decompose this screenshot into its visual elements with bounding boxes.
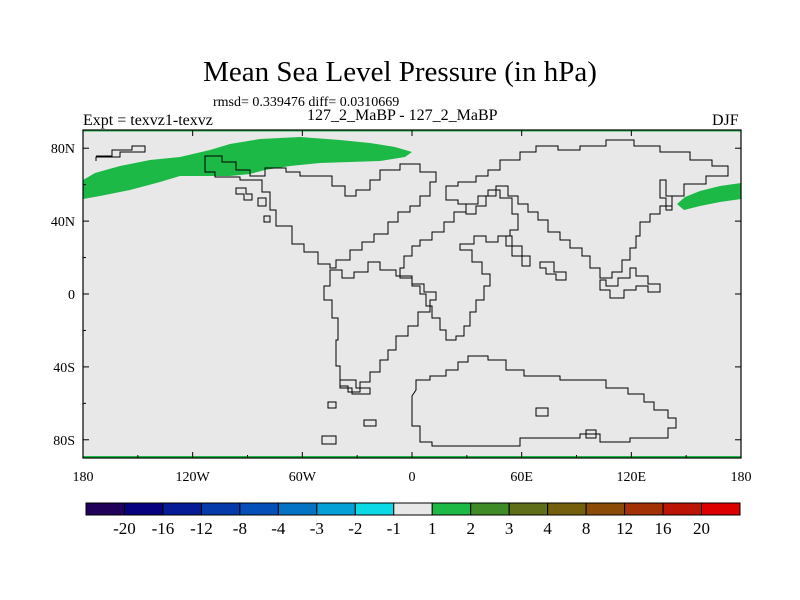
- colorbar-label: -8: [233, 519, 247, 538]
- colorbar-label: 2: [466, 519, 475, 538]
- coastline-europe-africa: [399, 189, 519, 341]
- y-tick-label: 80S: [53, 434, 75, 449]
- colorbar-box: [239, 502, 279, 516]
- colorbar-box: [624, 502, 664, 516]
- colorbar-box: [200, 502, 241, 516]
- shaded-regions: [83, 137, 741, 210]
- colorbar-box: [701, 502, 741, 516]
- shaded-region-pacific-patch: [677, 183, 741, 210]
- colorbar-label: 3: [505, 519, 514, 538]
- coastline-southeast-asia: [599, 267, 661, 299]
- coastline-north-america: [95, 145, 437, 269]
- x-tick-label: 180: [73, 470, 94, 485]
- x-tick-label: 120E: [617, 470, 647, 485]
- coastline-eurasia: [445, 139, 729, 279]
- plot-title: Mean Sea Level Pressure (in hPa): [203, 56, 597, 88]
- coastline-antarctic-peninsula: [321, 379, 377, 445]
- colorbar-box: [277, 502, 318, 516]
- colorbar-box: [316, 502, 356, 516]
- x-tick-label: 120W: [176, 470, 211, 485]
- colorbar-box: [85, 502, 125, 516]
- colorbar-label: 12: [616, 519, 633, 538]
- colorbar-label: 1: [428, 519, 437, 538]
- colorbar-box: [508, 502, 549, 516]
- coastline-antarctica: [411, 355, 677, 447]
- colorbar-box: [662, 502, 703, 516]
- axes: 180 120W 60W 0 60E 120E 180 80N 40N 0 40S 80S: [51, 130, 752, 485]
- colorbar-box: [547, 502, 587, 516]
- colorbar-box: [162, 502, 202, 516]
- colorbar-label: -2: [348, 519, 362, 538]
- colorbar-box: [354, 502, 395, 516]
- colorbar-box: [585, 502, 626, 516]
- coastline-arctic-islands: [235, 187, 271, 223]
- colorbar-label: -12: [190, 519, 213, 538]
- coastline-east-asia-islands: [659, 179, 673, 211]
- x-tick-label: 60E: [510, 470, 533, 485]
- colorbar-label: -4: [271, 519, 286, 538]
- colorbar-label: -20: [113, 519, 136, 538]
- y-tick-label: 80N: [51, 142, 75, 157]
- shaded-region-north-band: [83, 137, 412, 199]
- colorbar-label: 16: [655, 519, 672, 538]
- colorbar-boxes: [85, 502, 741, 516]
- y-tick-label: 40S: [53, 361, 75, 376]
- coastline-south-america: [323, 261, 437, 393]
- experiment-label: Expt = texvz1-texvz: [83, 112, 213, 129]
- colorbar-label: 4: [543, 519, 552, 538]
- subtitle-label: 127_2_MaBP - 127_2_MaBP: [307, 107, 498, 124]
- y-tick-label: 0: [68, 288, 75, 303]
- colorbar-label: 20: [693, 519, 710, 538]
- coastline-arabia-india: [505, 235, 567, 281]
- colorbar-label: -1: [387, 519, 401, 538]
- colorbar-label: -16: [152, 519, 175, 538]
- colorbar-box: [123, 502, 164, 516]
- coastlines: [95, 139, 729, 447]
- stats-label: rmsd= 0.339476 diff= 0.0310669: [213, 95, 400, 110]
- colorbar-label: 8: [582, 519, 591, 538]
- colorbar-box: [470, 502, 510, 516]
- colorbar-box: [393, 502, 433, 516]
- colorbar-label: -3: [310, 519, 324, 538]
- y-tick-label: 40N: [51, 215, 75, 230]
- x-tick-label: 0: [409, 470, 416, 485]
- season-label: DJF: [712, 112, 739, 129]
- colorbar-labels: -20 -16 -12 -8 -4 -3 -2 -1 1 2 3 4 8 12 16 20: [113, 519, 710, 538]
- x-tick-label: 180: [731, 470, 752, 485]
- colorbar-box: [431, 502, 472, 516]
- x-tick-label: 60W: [289, 470, 317, 485]
